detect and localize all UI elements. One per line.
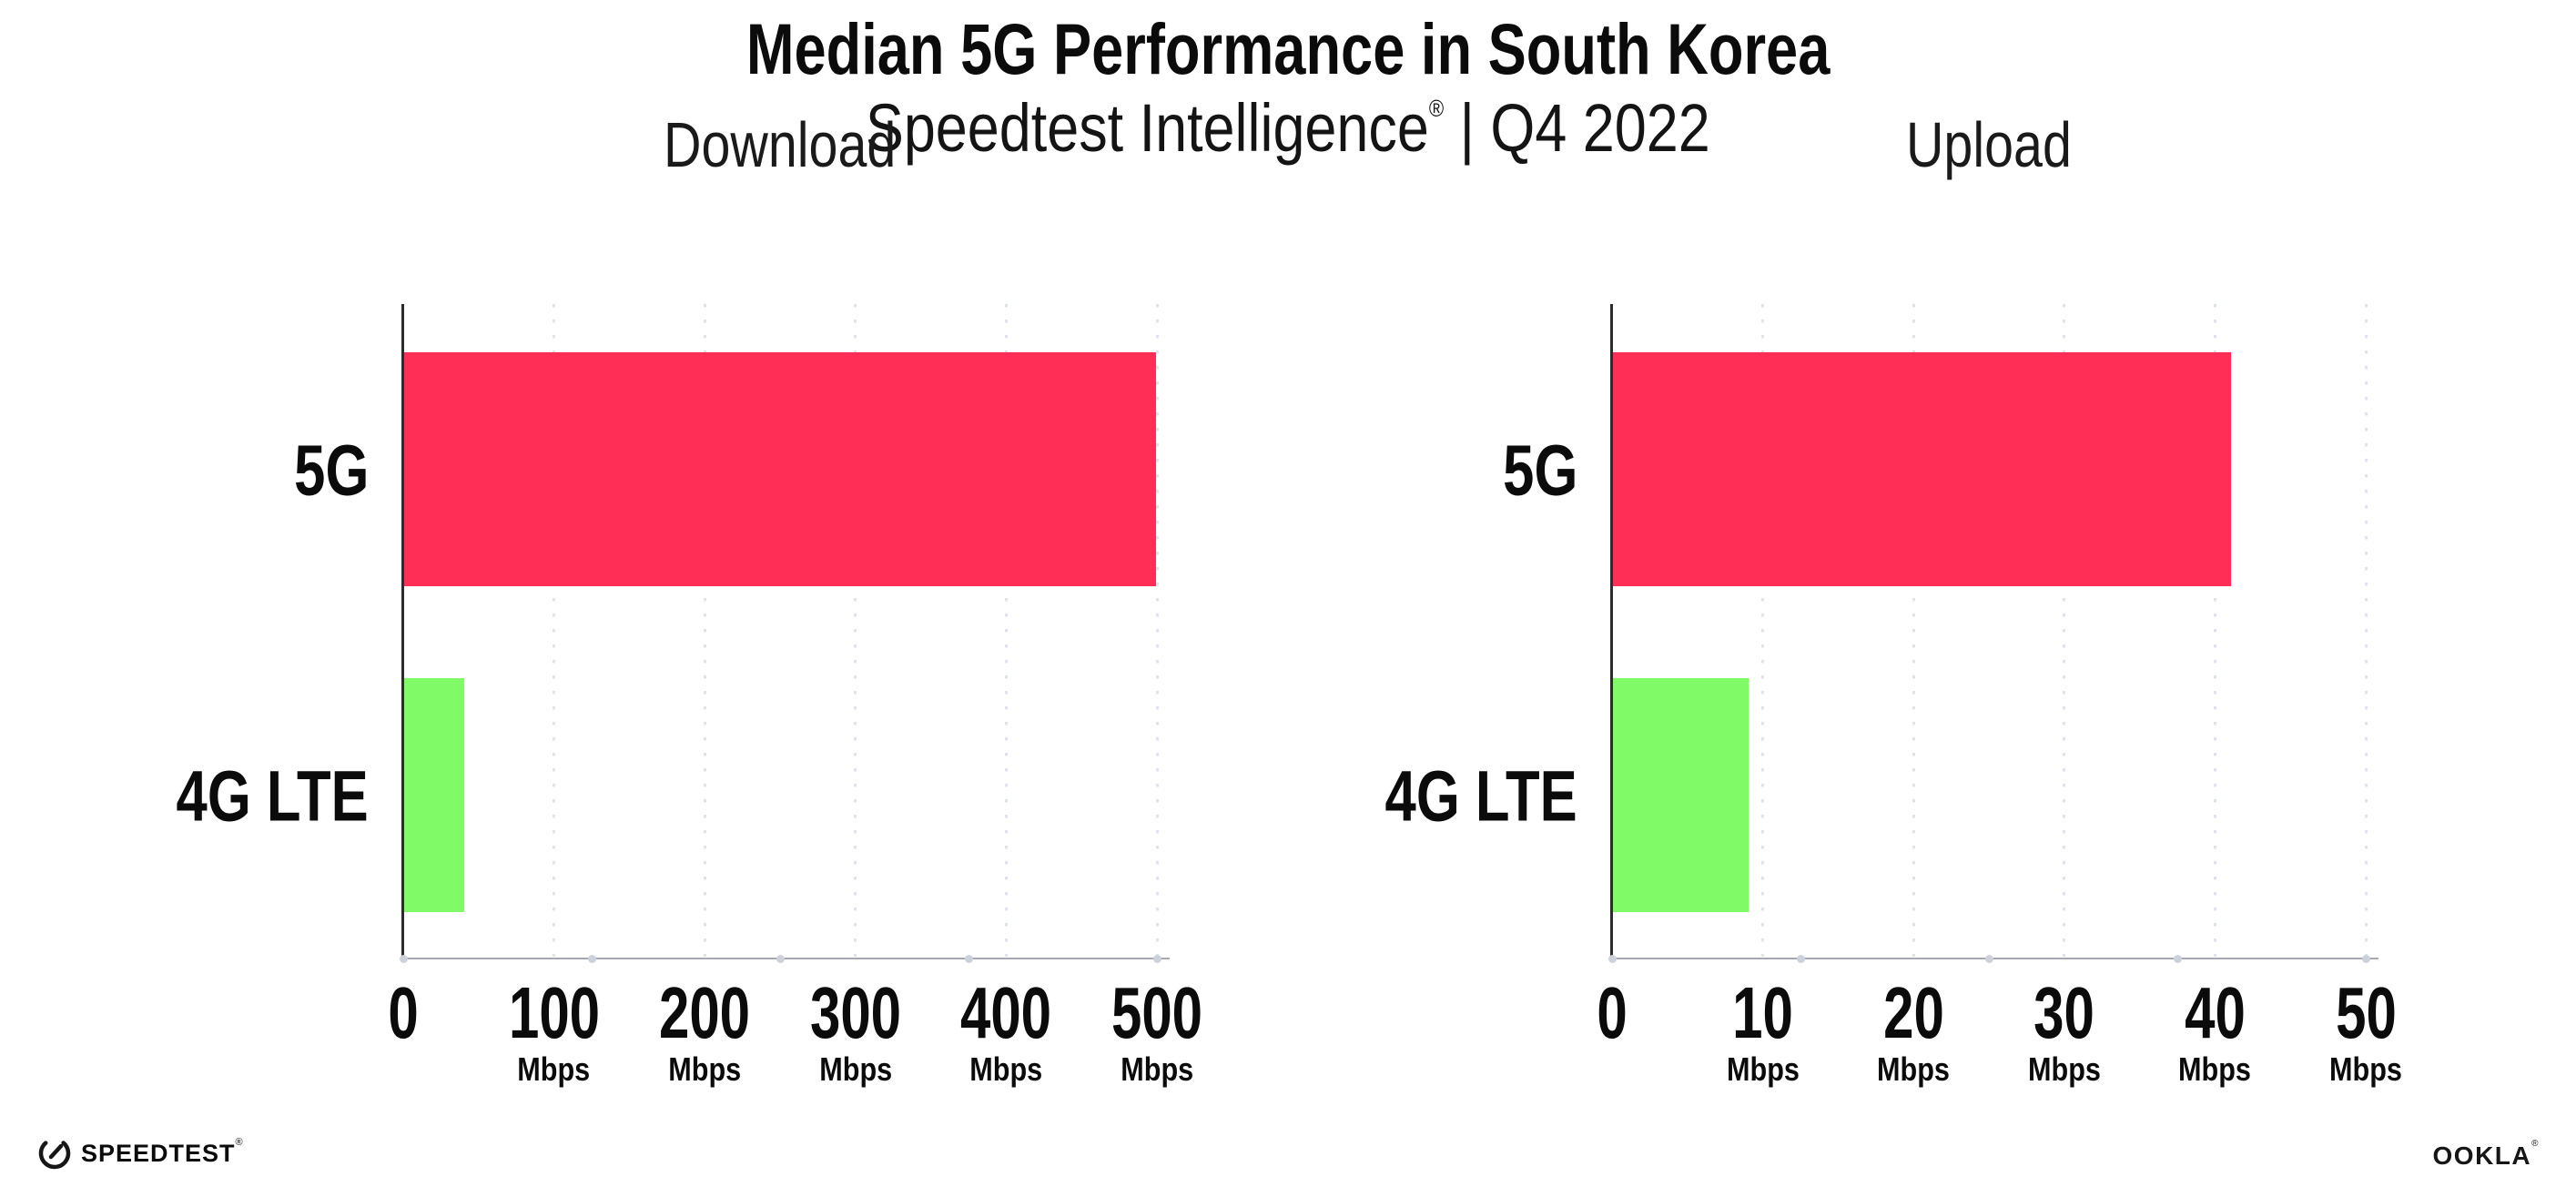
upload-chart-title: Upload xyxy=(1906,109,2072,180)
speedtest-wordmark: SPEEDTEST® xyxy=(81,1136,244,1167)
speedtest-logo: SPEEDTEST® xyxy=(36,1135,244,1172)
x-tick-label: 300 Mbps xyxy=(795,977,916,1086)
axis-tick-dot xyxy=(587,955,596,963)
gridline-30 xyxy=(2063,304,2066,957)
gridline-200 xyxy=(703,304,706,957)
page-title-text: Median 5G Performance in South Korea xyxy=(745,8,1831,89)
page-subtitle-text: Speedtest Intelligence® | Q4 2022 xyxy=(866,95,1710,162)
page-title: Median 5G Performance in South Korea xyxy=(0,13,2576,85)
axis-tick-dot xyxy=(964,955,973,963)
download-chart-panel: Download 5G 4G LTE 0 100 Mbps 200 Mbps 300 Mbps 4… xyxy=(177,0,1202,1197)
x-tick-label: 0 xyxy=(383,977,424,1050)
bar-4g-lte xyxy=(1613,678,1749,912)
tick-unit: Mbps xyxy=(2329,1050,2402,1088)
x-tick-label: 200 Mbps xyxy=(644,977,765,1086)
ookla-wordmark: OOKLA xyxy=(2432,1141,2532,1170)
registered-mark-icon: ® xyxy=(235,1136,244,1148)
axis-tick-dot xyxy=(1152,955,1161,963)
tick-unit: Mbps xyxy=(1121,1050,1193,1088)
axis-tick-dot xyxy=(1796,955,1805,963)
tick-value: 200 xyxy=(659,972,751,1053)
tick-value: 400 xyxy=(960,972,1052,1053)
tick-value: 300 xyxy=(809,972,901,1053)
tick-unit: Mbps xyxy=(517,1050,591,1088)
tick-value: 40 xyxy=(2185,972,2246,1053)
tick-unit: Mbps xyxy=(1726,1050,1800,1088)
category-label: 5G xyxy=(273,433,369,505)
subtitle-brand: Speedtest Intelligence xyxy=(866,90,1430,166)
x-axis-line xyxy=(1609,958,2378,959)
category-label-text: 4G LTE xyxy=(1384,755,1577,836)
axis-tick-dot xyxy=(776,955,785,963)
tick-value: 30 xyxy=(2033,972,2095,1053)
axis-tick-dot xyxy=(399,955,408,963)
category-label: 4G LTE xyxy=(122,759,369,831)
gridline-500 xyxy=(1155,304,1159,957)
subtitle-period: | Q4 2022 xyxy=(1444,90,1710,166)
tick-unit: Mbps xyxy=(969,1050,1043,1088)
category-label: 4G LTE xyxy=(1331,759,1577,831)
category-label-text: 4G LTE xyxy=(176,755,369,836)
x-axis-line xyxy=(401,958,1170,959)
bar-5g xyxy=(1613,352,2231,586)
tick-value: 0 xyxy=(388,972,419,1053)
bar-5g xyxy=(404,352,1157,586)
x-tick-label: 0 xyxy=(1592,977,1633,1050)
x-tick-label: 40 Mbps xyxy=(2172,977,2257,1086)
page-subtitle: Speedtest Intelligence® | Q4 2022 xyxy=(0,95,2576,162)
tick-value: 100 xyxy=(508,972,600,1053)
tick-unit: Mbps xyxy=(1877,1050,1951,1088)
gridline-100 xyxy=(553,304,556,957)
tick-value: 0 xyxy=(1597,972,1628,1053)
axis-tick-dot xyxy=(2361,955,2370,963)
plot-area: 5G 4G LTE 0 10 Mbps 20 Mbps 30 Mbps 40 Mbps 50 Mbps xyxy=(1385,304,2402,1086)
y-axis-line xyxy=(1610,304,1613,959)
axis-tick-dot xyxy=(2173,955,2182,963)
x-tick-label: 50 Mbps xyxy=(2323,977,2409,1086)
tick-value: 10 xyxy=(1732,972,1793,1053)
axis-tick-dot xyxy=(1607,955,1617,963)
bar-4g-lte xyxy=(404,678,465,912)
x-tick-label: 20 Mbps xyxy=(1871,977,1956,1086)
tick-unit: Mbps xyxy=(668,1050,742,1088)
x-tick-label: 10 Mbps xyxy=(1720,977,1806,1086)
gridline-300 xyxy=(854,304,857,957)
speedtest-gauge-icon xyxy=(38,1137,71,1170)
tick-value: 20 xyxy=(1882,972,1944,1053)
x-tick-label: 400 Mbps xyxy=(946,977,1067,1086)
x-tick-label: 30 Mbps xyxy=(2022,977,2107,1086)
x-tick-label: 100 Mbps xyxy=(493,977,614,1086)
tick-unit: Mbps xyxy=(2027,1050,2101,1088)
y-axis-line xyxy=(401,304,404,959)
tick-unit: Mbps xyxy=(818,1050,892,1088)
registered-mark-icon: ® xyxy=(1429,95,1445,122)
category-label: 5G xyxy=(1482,433,1577,505)
gridline-40 xyxy=(2213,304,2216,957)
tick-value: 500 xyxy=(1111,972,1203,1053)
gridline-10 xyxy=(1761,304,1765,957)
category-label-text: 5G xyxy=(293,429,369,510)
download-chart-title: Download xyxy=(664,109,897,180)
registered-mark-icon: ® xyxy=(2531,1139,2540,1149)
axis-tick-dot xyxy=(1984,955,1993,963)
gridline-20 xyxy=(1912,304,1915,957)
category-label-text: 5G xyxy=(1502,429,1577,510)
gridline-50 xyxy=(2364,304,2368,957)
x-tick-label: 500 Mbps xyxy=(1096,977,1217,1086)
gridline-400 xyxy=(1004,304,1008,957)
tick-value: 50 xyxy=(2335,972,2397,1053)
tick-unit: Mbps xyxy=(2178,1050,2252,1088)
plot-area: 5G 4G LTE 0 100 Mbps 200 Mbps 300 Mbps 400 Mbps 500… xyxy=(177,304,1202,1086)
upload-chart-panel: Upload 5G 4G LTE 0 10 Mbps 20 Mbps 30 Mbps 40 Mbps… xyxy=(1385,0,2402,1197)
ookla-logo: OOKLA® xyxy=(2432,1140,2540,1170)
